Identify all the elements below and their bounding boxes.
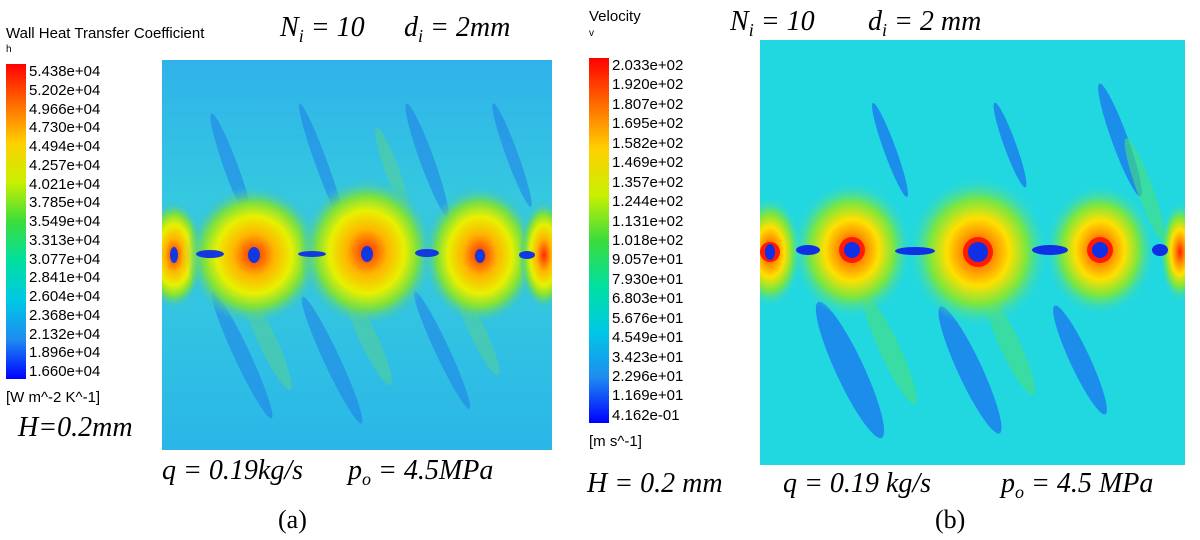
colorbar-tick-label: 4.257e+04 (29, 156, 101, 174)
colorbar-tick-label: 4.021e+04 (29, 175, 101, 193)
pressure-label-a: po = 4.5MPa (348, 455, 494, 489)
mass-flow-label-b: q = 0.19 kg/s (783, 468, 931, 499)
legend-variable-b: v (589, 28, 594, 39)
colorbar-tick-label: 2.033e+02 (612, 57, 684, 74)
mass-flow-label-a: q = 0.19kg/s (162, 455, 303, 486)
colorbar-tick-label: 9.057e+01 (612, 251, 684, 269)
caption-b: (b) (935, 505, 966, 534)
colorbar-tick-label: 6.803e+01 (612, 290, 684, 308)
colorbar-tick-label: 2.368e+04 (29, 306, 101, 324)
legend-unit-a: [W m^-2 K^-1] (6, 389, 101, 406)
colorbar-tick-label: 5.438e+04 (29, 63, 101, 80)
colorbar-tick-label: 3.549e+04 (29, 213, 101, 230)
colorbar-tick-label: 4.549e+01 (612, 329, 684, 347)
di-label-a: di = 2mm (404, 12, 511, 46)
panel-a: Wall Heat Transfer Coefficient h 5.438e+… (0, 0, 580, 540)
legend-title-a: Wall Heat Transfer Coefficient (6, 25, 205, 42)
height-label-a: H=0.2mm (18, 412, 133, 443)
colorbar-tick-label: 3.423e+01 (612, 348, 684, 366)
colorbar-a (6, 64, 26, 379)
colorbar-tick-label: 1.807e+02 (612, 95, 684, 113)
colorbar-tick-label: 7.930e+01 (612, 270, 684, 288)
colorbar-tick-label: 5.676e+01 (612, 309, 684, 327)
colorbar-tick-label: 2.604e+04 (29, 288, 101, 305)
colorbar-tick-label: 2.132e+04 (29, 325, 101, 343)
colorbar-tick-label: 5.202e+04 (29, 81, 101, 99)
pressure-label-b: po = 4.5 MPa (1001, 468, 1154, 502)
colorbar-tick-label: 1.920e+02 (612, 76, 684, 94)
colorbar-ticks-a: 5.438e+04 5.202e+04 4.966e+04 4.730e+04 4.49… (29, 64, 100, 379)
ni-label-b: Ni = 10 (730, 6, 815, 40)
colorbar-tick-label: 4.162e-01 (612, 406, 680, 424)
colorbar-tick-label: 1.469e+02 (612, 154, 684, 172)
colorbar-tick-label: 2.296e+01 (612, 368, 684, 385)
colorbar-tick-label: 1.660e+04 (29, 363, 101, 380)
legend-unit-b: [m s^-1] (589, 433, 642, 450)
height-label-b: H = 0.2 mm (587, 468, 723, 499)
colorbar-tick-label: 1.018e+02 (612, 231, 684, 249)
legend-variable-a: h (6, 44, 12, 55)
colorbar-tick-label: 1.244e+02 (612, 193, 684, 211)
heat-transfer-contour-plot (162, 60, 552, 450)
caption-a: (a) (278, 505, 307, 534)
colorbar-tick-label: 3.077e+04 (29, 250, 101, 268)
colorbar-tick-label: 1.896e+04 (29, 344, 101, 362)
colorbar-tick-label: 4.730e+04 (29, 119, 101, 137)
colorbar-tick-label: 1.131e+02 (612, 212, 684, 230)
colorbar-tick-label: 2.841e+04 (29, 269, 101, 287)
legend-title-b: Velocity (589, 8, 641, 25)
colorbar-tick-label: 4.494e+04 (29, 138, 101, 155)
colorbar-b (589, 58, 609, 423)
colorbar-tick-label: 3.785e+04 (29, 194, 101, 212)
colorbar-ticks-b: 2.033e+02 1.920e+02 1.807e+02 1.695e+02 1.58… (612, 58, 683, 423)
colorbar-tick-label: 1.357e+02 (612, 173, 684, 191)
di-label-b: di = 2 mm (868, 6, 982, 40)
colorbar-tick-label: 1.169e+01 (612, 387, 684, 405)
colorbar-tick-label: 4.966e+04 (29, 100, 101, 118)
velocity-contour-plot (760, 40, 1185, 465)
panel-b: Velocity v 2.033e+02 1.920e+02 1.807e+02 1.… (585, 0, 1200, 540)
colorbar-tick-label: 1.582e+02 (612, 134, 684, 152)
ni-label-a: Ni = 10 (280, 12, 365, 46)
colorbar-tick-label: 3.313e+04 (29, 231, 101, 249)
colorbar-tick-label: 1.695e+02 (612, 115, 684, 133)
